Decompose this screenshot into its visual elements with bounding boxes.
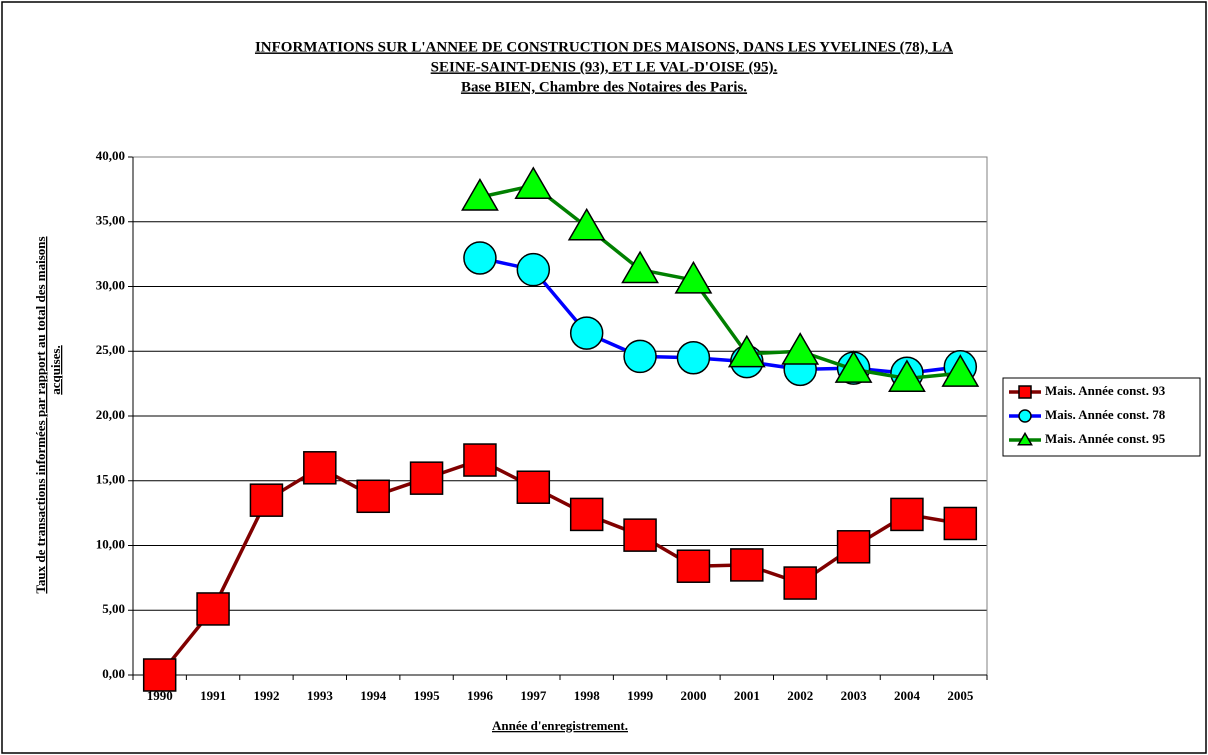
marker: [890, 497, 924, 532]
x-tick-label: 2003: [841, 688, 868, 703]
x-tick-label: 1995: [414, 688, 441, 703]
marker: [943, 506, 978, 541]
marker: [463, 241, 497, 275]
legend-label: Mais. Année const. 93: [1045, 383, 1166, 398]
marker: [676, 549, 711, 583]
x-tick-label: 1999: [627, 688, 654, 703]
marker: [730, 548, 764, 582]
marker: [783, 566, 817, 600]
marker: [1018, 409, 1032, 423]
marker: [461, 178, 499, 211]
series-line: [479, 256, 961, 376]
y-tick-label: 35,00: [96, 213, 125, 228]
legend-item: Mais. Année const. 78: [1009, 407, 1166, 423]
marker: [196, 592, 230, 626]
y-axis-label: acquises.: [48, 345, 63, 394]
marker: [727, 334, 766, 368]
legend-label: Mais. Année const. 95: [1045, 431, 1166, 446]
marker: [836, 530, 871, 564]
marker: [463, 443, 497, 477]
marker: [1018, 385, 1032, 399]
marker: [569, 316, 604, 350]
series-line: [158, 458, 961, 677]
x-tick-label: 1997: [520, 688, 547, 703]
marker: [623, 518, 657, 552]
marker: [249, 483, 284, 517]
x-tick-label: 1991: [200, 688, 226, 703]
chart-title: INFORMATIONS SUR L'ANNEE DE CONSTRUCTION…: [255, 39, 953, 55]
x-tick-label: 2004: [894, 688, 921, 703]
y-tick-label: 20,00: [96, 407, 125, 422]
y-tick-label: 30,00: [96, 277, 125, 292]
series-line: [479, 183, 961, 381]
marker: [834, 350, 873, 383]
x-tick-label: 1992: [253, 688, 279, 703]
legend-item: Mais. Année const. 95: [1009, 431, 1166, 446]
x-tick-label: 1994: [360, 688, 387, 703]
marker: [781, 332, 820, 365]
y-tick-label: 0,00: [102, 666, 125, 681]
chart-title: SEINE-SAINT-DENIS (93), ET LE VAL-D'OISE…: [431, 59, 778, 75]
x-tick-label: 2005: [947, 688, 974, 703]
x-tick-label: 1996: [467, 688, 494, 703]
x-tick-label: 2001: [734, 688, 760, 703]
marker: [567, 207, 606, 241]
marker: [516, 252, 551, 287]
marker: [514, 166, 553, 200]
legend-item: Mais. Année const. 93: [1009, 383, 1166, 399]
marker: [516, 470, 551, 504]
x-axis-label: Année d'enregistrement.: [492, 718, 628, 733]
legend-label: Mais. Année const. 78: [1045, 407, 1166, 422]
marker: [409, 461, 444, 495]
marker: [941, 354, 980, 387]
marker: [888, 359, 926, 392]
chart-title: Base BIEN, Chambre des Notaires des Pari…: [461, 79, 747, 95]
marker: [356, 479, 390, 514]
x-tick-label: 2002: [787, 688, 813, 703]
marker: [623, 339, 657, 374]
y-tick-label: 5,00: [102, 601, 125, 616]
y-tick-label: 25,00: [96, 342, 125, 357]
y-tick-label: 40,00: [96, 148, 125, 163]
x-tick-label: 1993: [307, 688, 334, 703]
marker: [676, 340, 711, 375]
y-tick-label: 15,00: [96, 472, 125, 487]
y-axis-label: Taux de transactions informées par rappo…: [33, 236, 48, 593]
marker: [142, 658, 177, 692]
y-tick-label: 10,00: [96, 536, 125, 551]
marker: [674, 260, 713, 294]
marker: [303, 451, 337, 485]
marker: [621, 250, 659, 284]
marker: [569, 497, 604, 532]
x-tick-label: 2000: [680, 688, 706, 703]
marker: [1017, 431, 1033, 446]
x-tick-label: 1998: [574, 688, 601, 703]
